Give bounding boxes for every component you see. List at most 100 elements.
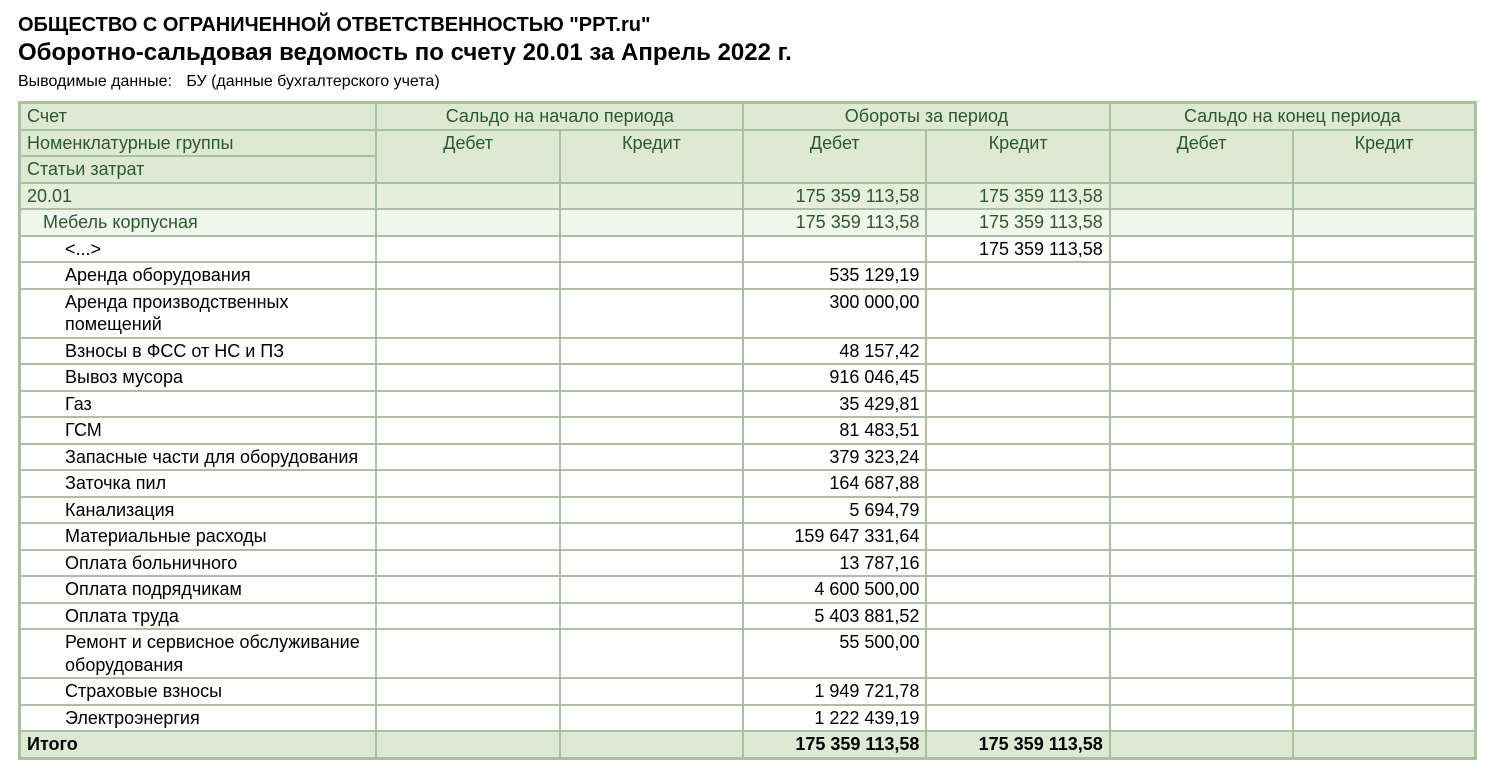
cell-turn-debit: 81 483,51 bbox=[743, 417, 926, 444]
cell-open-debit bbox=[376, 262, 559, 289]
col-groups: Номенклатурные группы bbox=[20, 130, 376, 157]
cell-open-credit bbox=[560, 629, 743, 678]
balance-table: Счет Сальдо на начало периода Обороты за… bbox=[18, 101, 1477, 760]
cell-open-debit bbox=[376, 236, 559, 263]
cell-open-credit bbox=[560, 550, 743, 577]
cell-open-debit bbox=[376, 209, 559, 236]
table-row: Оплата подрядчикам 4 600 500,00 bbox=[20, 576, 1475, 603]
cell-close-credit bbox=[1293, 289, 1475, 338]
cell-open-credit bbox=[560, 236, 743, 263]
cell-turn-credit bbox=[926, 629, 1109, 678]
cell-open-credit bbox=[560, 391, 743, 418]
row-label: Материальные расходы bbox=[20, 523, 376, 550]
table-row: 20.01175 359 113,58175 359 113,58 bbox=[20, 183, 1475, 210]
cell-turn-credit bbox=[926, 470, 1109, 497]
cell-turn-credit bbox=[926, 497, 1109, 524]
row-label: Заточка пил bbox=[20, 470, 376, 497]
cell-close-debit bbox=[1110, 183, 1293, 210]
cell-open-debit bbox=[376, 603, 559, 630]
cell-close-credit bbox=[1293, 262, 1475, 289]
cell-turn-debit: 13 787,16 bbox=[743, 550, 926, 577]
cell-close-credit bbox=[1293, 209, 1475, 236]
row-label: Оплата подрядчикам bbox=[20, 576, 376, 603]
cell-turn-debit: 379 323,24 bbox=[743, 444, 926, 471]
cell-close-credit bbox=[1293, 497, 1475, 524]
cell-turn-credit bbox=[926, 391, 1109, 418]
table-row: Заточка пил164 687,88 bbox=[20, 470, 1475, 497]
row-label: Оплата больничного bbox=[20, 550, 376, 577]
cell-turn-debit: 5 403 881,52 bbox=[743, 603, 926, 630]
cell-turn-credit: 175 359 113,58 bbox=[926, 209, 1109, 236]
cell-open-credit bbox=[560, 497, 743, 524]
col-turn-credit: Кредит bbox=[926, 130, 1109, 183]
cell-open-debit bbox=[376, 444, 559, 471]
cell-close-credit bbox=[1293, 550, 1475, 577]
cell-open-credit bbox=[560, 576, 743, 603]
cell-close-debit bbox=[1110, 550, 1293, 577]
cell-turn-credit bbox=[926, 289, 1109, 338]
cell-turn-debit: 1 949 721,78 bbox=[743, 678, 926, 705]
cell-open-debit bbox=[376, 289, 559, 338]
row-label: Мебель корпусная bbox=[20, 209, 376, 236]
col-open-debit: Дебет bbox=[376, 130, 559, 183]
cell-open-debit bbox=[376, 391, 559, 418]
row-label: Аренда оборудования bbox=[20, 262, 376, 289]
header-row-1: Счет Сальдо на начало периода Обороты за… bbox=[20, 103, 1475, 130]
cell-open-debit bbox=[376, 576, 559, 603]
cell-close-credit bbox=[1293, 576, 1475, 603]
cell-open-credit bbox=[560, 470, 743, 497]
cell-open-credit bbox=[560, 209, 743, 236]
table-row: Материальные расходы159 647 331,64 bbox=[20, 523, 1475, 550]
cell-close-debit bbox=[1110, 364, 1293, 391]
cell-turn-credit bbox=[926, 523, 1109, 550]
table-row: Электроэнергия1 222 439,19 bbox=[20, 705, 1475, 732]
cell-close-debit bbox=[1110, 705, 1293, 732]
cell-open-debit bbox=[376, 470, 559, 497]
col-turnover: Обороты за период bbox=[743, 103, 1110, 130]
table-row: Аренда производственных помещений300 000… bbox=[20, 289, 1475, 338]
table-row: <...>175 359 113,58 bbox=[20, 236, 1475, 263]
cell-close-credit bbox=[1293, 391, 1475, 418]
col-turn-debit: Дебет bbox=[743, 130, 926, 183]
subtitle-label: Выводимые данные: bbox=[18, 73, 172, 90]
cell-close-debit bbox=[1110, 444, 1293, 471]
table-row: Канализация5 694,79 bbox=[20, 497, 1475, 524]
table-row: Мебель корпусная 175 359 113,58175 359 11… bbox=[20, 209, 1475, 236]
cell-close-debit bbox=[1110, 678, 1293, 705]
cell-close-credit bbox=[1293, 364, 1475, 391]
col-opening: Сальдо на начало периода bbox=[376, 103, 743, 130]
col-close-debit: Дебет bbox=[1110, 130, 1293, 183]
cell-open-debit bbox=[376, 338, 559, 365]
cell-turn-debit: 4 600 500,00 bbox=[743, 576, 926, 603]
col-close-credit: Кредит bbox=[1293, 130, 1475, 183]
cell-open-debit bbox=[376, 678, 559, 705]
cell-turn-debit: 35 429,81 bbox=[743, 391, 926, 418]
cell-open-credit bbox=[560, 523, 743, 550]
total-open-debit bbox=[376, 731, 559, 758]
header-row-2: Номенклатурные группы Дебет Кредит Дебет… bbox=[20, 130, 1475, 157]
total-turn-debit: 175 359 113,58 bbox=[743, 731, 926, 758]
cell-open-debit bbox=[376, 629, 559, 678]
cell-close-debit bbox=[1110, 470, 1293, 497]
cell-turn-debit bbox=[743, 236, 926, 263]
total-turn-credit: 175 359 113,58 bbox=[926, 731, 1109, 758]
cell-close-credit bbox=[1293, 338, 1475, 365]
row-label: ГСМ bbox=[20, 417, 376, 444]
cell-close-debit bbox=[1110, 289, 1293, 338]
table-row: Страховые взносы1 949 721,78 bbox=[20, 678, 1475, 705]
cell-open-credit bbox=[560, 289, 743, 338]
cell-open-debit bbox=[376, 523, 559, 550]
row-label: 20.01 bbox=[20, 183, 376, 210]
table-row: Ремонт и сервисное обслуживание оборудов… bbox=[20, 629, 1475, 678]
cell-open-credit bbox=[560, 603, 743, 630]
cell-turn-credit bbox=[926, 338, 1109, 365]
cell-close-debit bbox=[1110, 603, 1293, 630]
cell-close-credit bbox=[1293, 236, 1475, 263]
cell-turn-credit bbox=[926, 444, 1109, 471]
table-row: Вывоз мусора916 046,45 bbox=[20, 364, 1475, 391]
cell-turn-debit: 535 129,19 bbox=[743, 262, 926, 289]
cell-turn-credit: 175 359 113,58 bbox=[926, 236, 1109, 263]
cell-turn-credit bbox=[926, 262, 1109, 289]
cell-turn-debit: 175 359 113,58 bbox=[743, 209, 926, 236]
table-row: Оплата труда5 403 881,52 bbox=[20, 603, 1475, 630]
